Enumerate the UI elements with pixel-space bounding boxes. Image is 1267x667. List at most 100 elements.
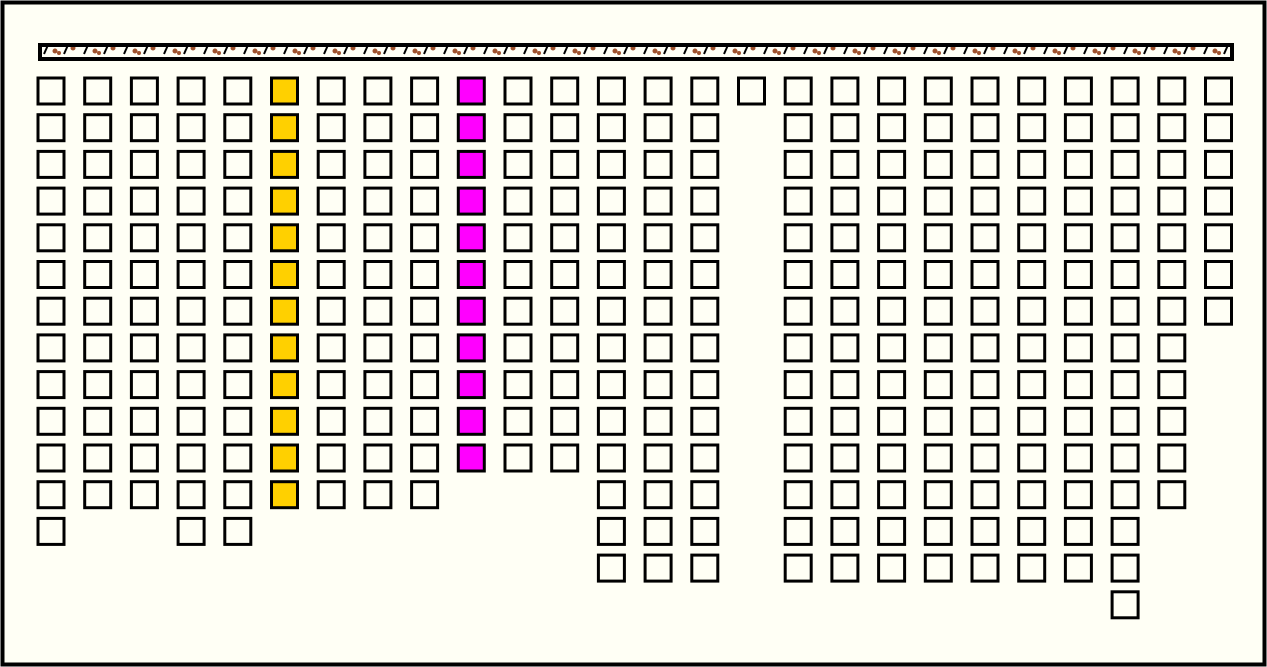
cell [830,443,860,473]
cell [456,333,486,363]
cell [456,370,486,400]
cell [270,443,299,473]
cell [596,186,626,216]
cell [129,296,159,326]
cell [690,113,720,143]
cell [1110,370,1140,400]
cell [596,296,626,326]
cell [1063,149,1093,179]
cell [270,333,299,363]
cell [176,260,206,289]
cell [456,223,486,253]
cell [1110,480,1140,510]
cell [176,406,206,436]
cell [1017,296,1047,326]
cell [643,443,673,473]
cell [129,223,159,253]
cell [877,186,907,216]
cell [970,406,1000,436]
cell [223,406,253,436]
cell [830,186,860,216]
cell [690,333,720,363]
cell [830,406,860,436]
cell [316,370,346,400]
cell [970,516,1000,546]
cell [643,333,673,363]
cell [456,260,486,289]
cell [596,260,626,289]
cell [223,516,253,546]
cell [223,370,253,400]
cell [410,480,440,510]
cell [596,149,626,179]
cell [923,480,953,510]
cell [1110,516,1140,546]
cell [129,260,159,289]
cell [176,480,206,510]
cell [270,370,299,400]
cell [550,406,580,436]
cell [223,260,253,289]
cell [503,443,533,473]
cell [363,370,393,400]
cell [270,76,299,106]
cell [830,296,860,326]
cell [737,76,766,106]
cell [970,149,1000,179]
cell [129,149,159,179]
cell [783,553,813,583]
cell [1110,149,1140,179]
cell [410,260,440,289]
cell [1063,223,1093,253]
cell [643,223,673,253]
cell [36,186,66,216]
cell [270,406,299,436]
cell [1063,186,1093,216]
cell [970,186,1000,216]
cell [970,333,1000,363]
cell [363,296,393,326]
cell [690,406,720,436]
ceiling-bar [38,43,1234,61]
cell [643,260,673,289]
cell [877,113,907,143]
cell [83,480,113,510]
cell [503,296,533,326]
cell [643,149,673,179]
cell [270,480,299,510]
cell [456,186,486,216]
cell [1063,260,1093,289]
cell [410,333,440,363]
cell [1157,186,1187,216]
cell [316,113,346,143]
cell [830,370,860,400]
cell [456,406,486,436]
columns [36,76,1233,620]
cell [1204,76,1233,106]
cell [316,296,346,326]
cell [456,113,486,143]
cell [1063,370,1093,400]
cell [877,370,907,400]
cell [643,370,673,400]
cell [1157,223,1187,253]
cell [270,186,299,216]
cell [830,516,860,546]
cell [1110,553,1140,583]
cell [830,76,860,106]
cell [1157,296,1187,326]
cell [223,333,253,363]
cell [1157,370,1187,400]
cell [643,296,673,326]
cell [129,406,159,436]
cell [830,149,860,179]
cell [83,260,113,289]
cell [550,76,580,106]
cell [316,333,346,363]
cell [923,149,953,179]
cell [503,370,533,400]
cell [596,480,626,510]
cell [970,443,1000,473]
